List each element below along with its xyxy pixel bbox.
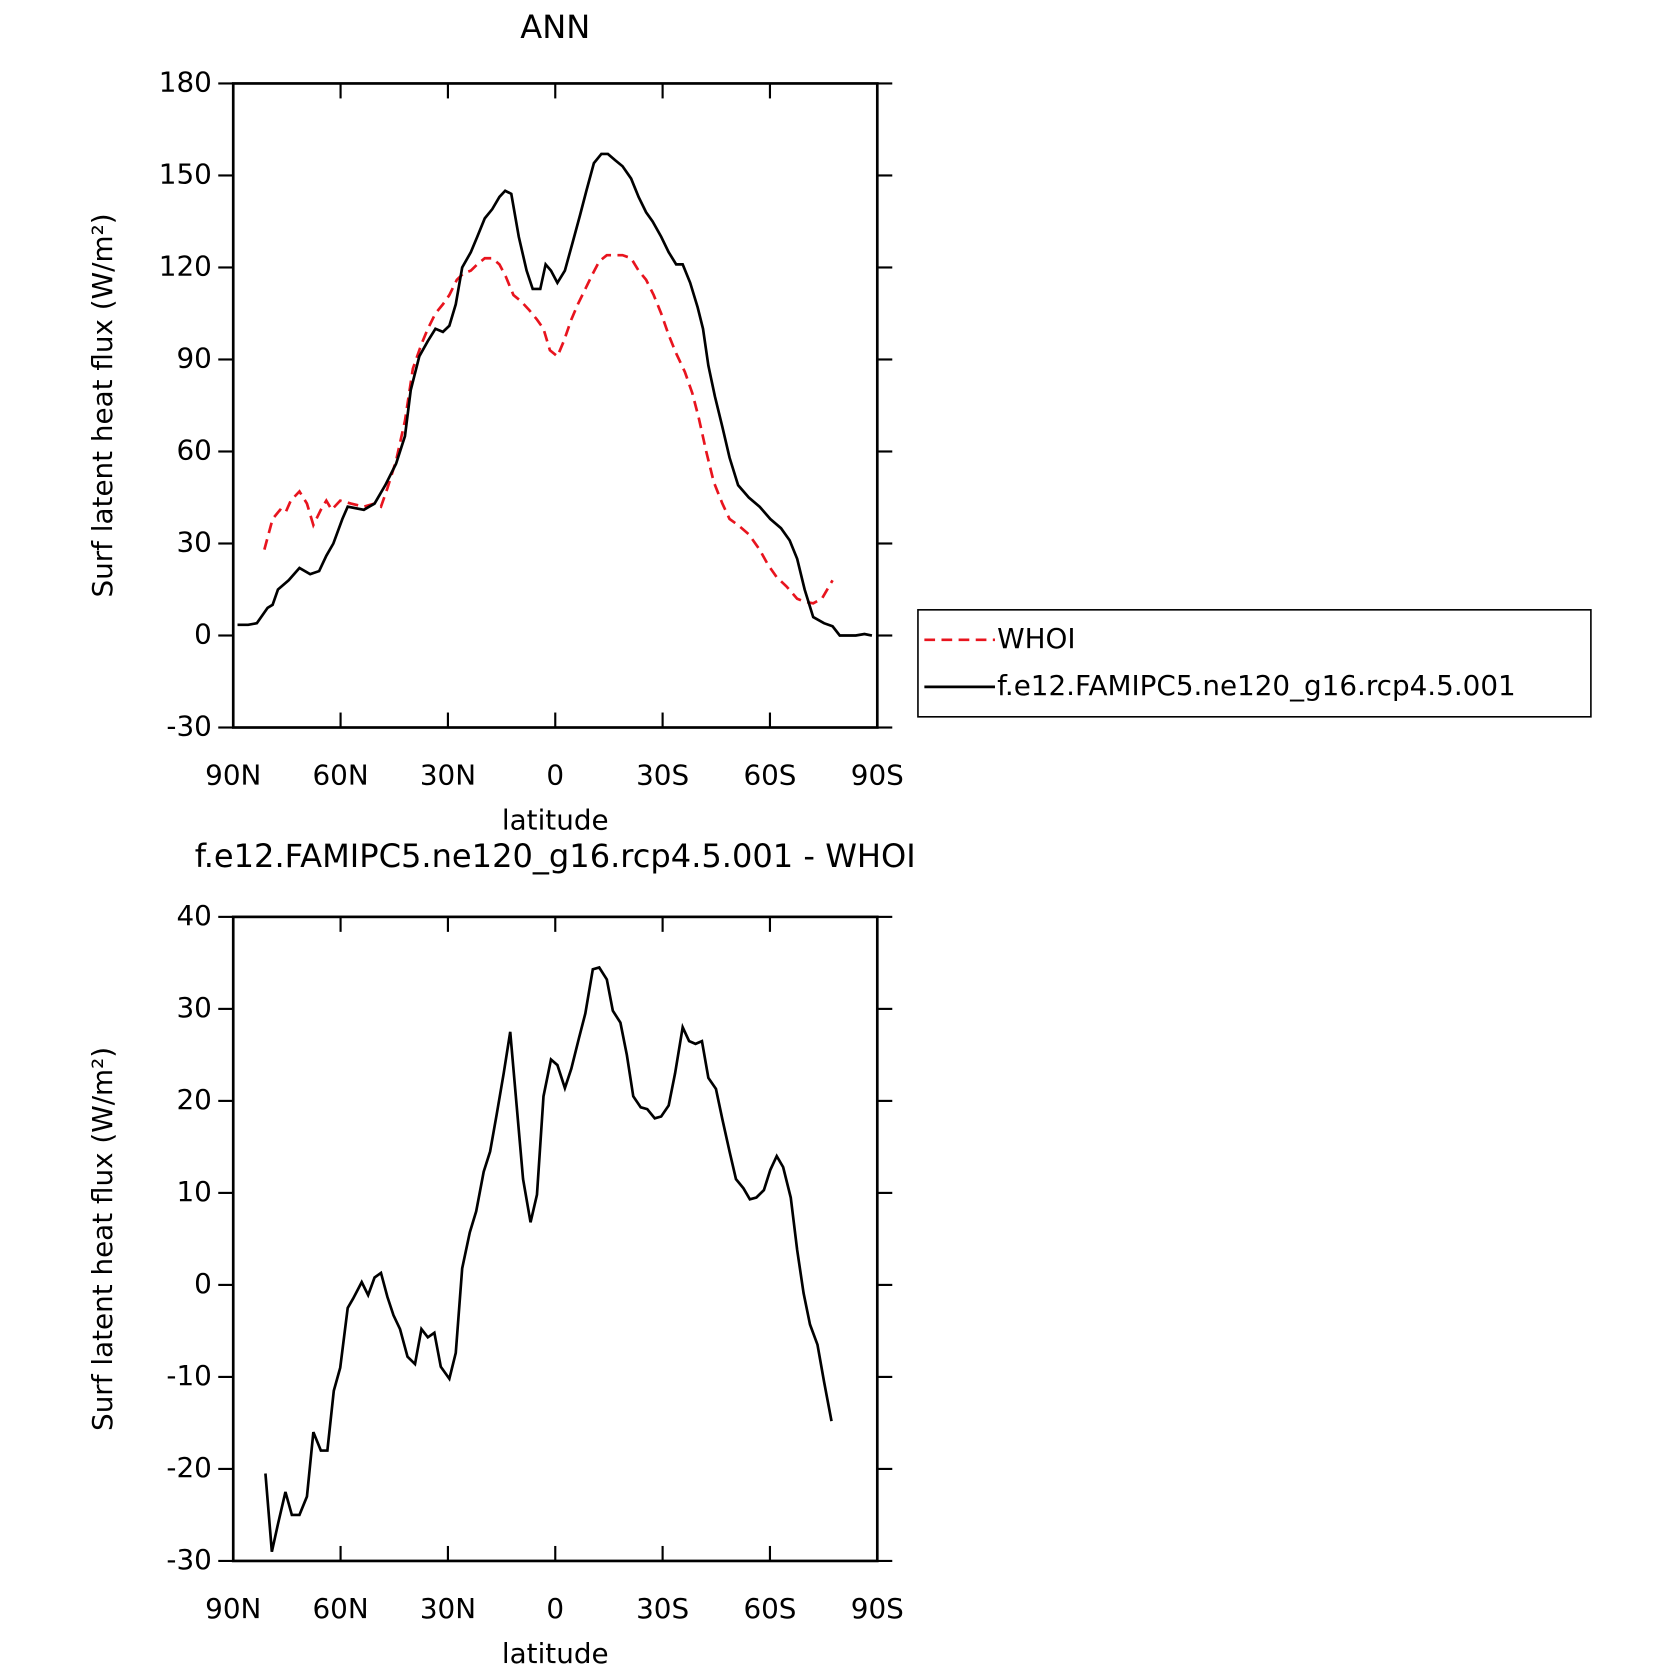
x-tick-label: 60S: [743, 1592, 796, 1625]
x-tick-label: 60S: [743, 759, 796, 792]
y-tick-label: -20: [166, 1451, 211, 1484]
y-tick-label: 40: [176, 899, 211, 932]
x-tick-label: 60N: [312, 759, 368, 792]
x-tick-label: 90S: [851, 1592, 904, 1625]
x-tick-label: 60N: [312, 1592, 368, 1625]
y-axis-label: Surf latent heat flux (W/m²): [86, 1047, 119, 1431]
data-line: [237, 152, 873, 637]
data-line: [263, 253, 834, 605]
legend-label: f.e12.FAMIPC5.ne120_g16.rcp4.5.001: [997, 669, 1516, 702]
plot-frame: [231, 82, 879, 729]
y-tick-label: 30: [176, 991, 211, 1024]
chart-title: ANN: [520, 8, 590, 46]
legend-box: [917, 609, 1592, 718]
y-tick-label: 90: [176, 341, 211, 374]
y-tick-label: 10: [176, 1175, 211, 1208]
x-tick-label: 0: [546, 1592, 564, 1625]
plot-frame: [231, 915, 879, 1563]
y-tick-label: -30: [166, 710, 211, 743]
y-tick-label: 0: [194, 618, 212, 651]
y-tick-label: 180: [159, 65, 212, 98]
x-tick-label: 0: [546, 759, 564, 792]
x-tick-label: 30N: [420, 759, 476, 792]
y-tick-label: 60: [176, 433, 211, 466]
y-tick-label: 0: [194, 1267, 212, 1300]
y-tick-label: 30: [176, 525, 211, 558]
y-tick-label: 120: [159, 249, 212, 282]
x-tick-label: 90S: [851, 759, 904, 792]
data-line: [264, 965, 833, 1553]
y-tick-label: 150: [159, 157, 212, 190]
x-tick-label: 90N: [205, 759, 261, 792]
y-tick-label: -30: [166, 1543, 211, 1576]
x-tick-label: 30N: [420, 1592, 476, 1625]
x-tick-label: 30S: [636, 759, 689, 792]
x-axis-label: latitude: [502, 1637, 609, 1669]
x-tick-label: 90N: [205, 1592, 261, 1625]
legend-label: WHOI: [997, 622, 1075, 655]
x-tick-label: 30S: [636, 1592, 689, 1625]
y-tick-label: -10: [166, 1359, 211, 1392]
x-axis-label: latitude: [502, 804, 609, 837]
y-tick-label: 20: [176, 1083, 211, 1116]
chart-title: f.e12.FAMIPC5.ne120_g16.rcp4.5.001 - WHO…: [195, 837, 916, 875]
y-axis-label: Surf latent heat flux (W/m²): [86, 213, 119, 597]
